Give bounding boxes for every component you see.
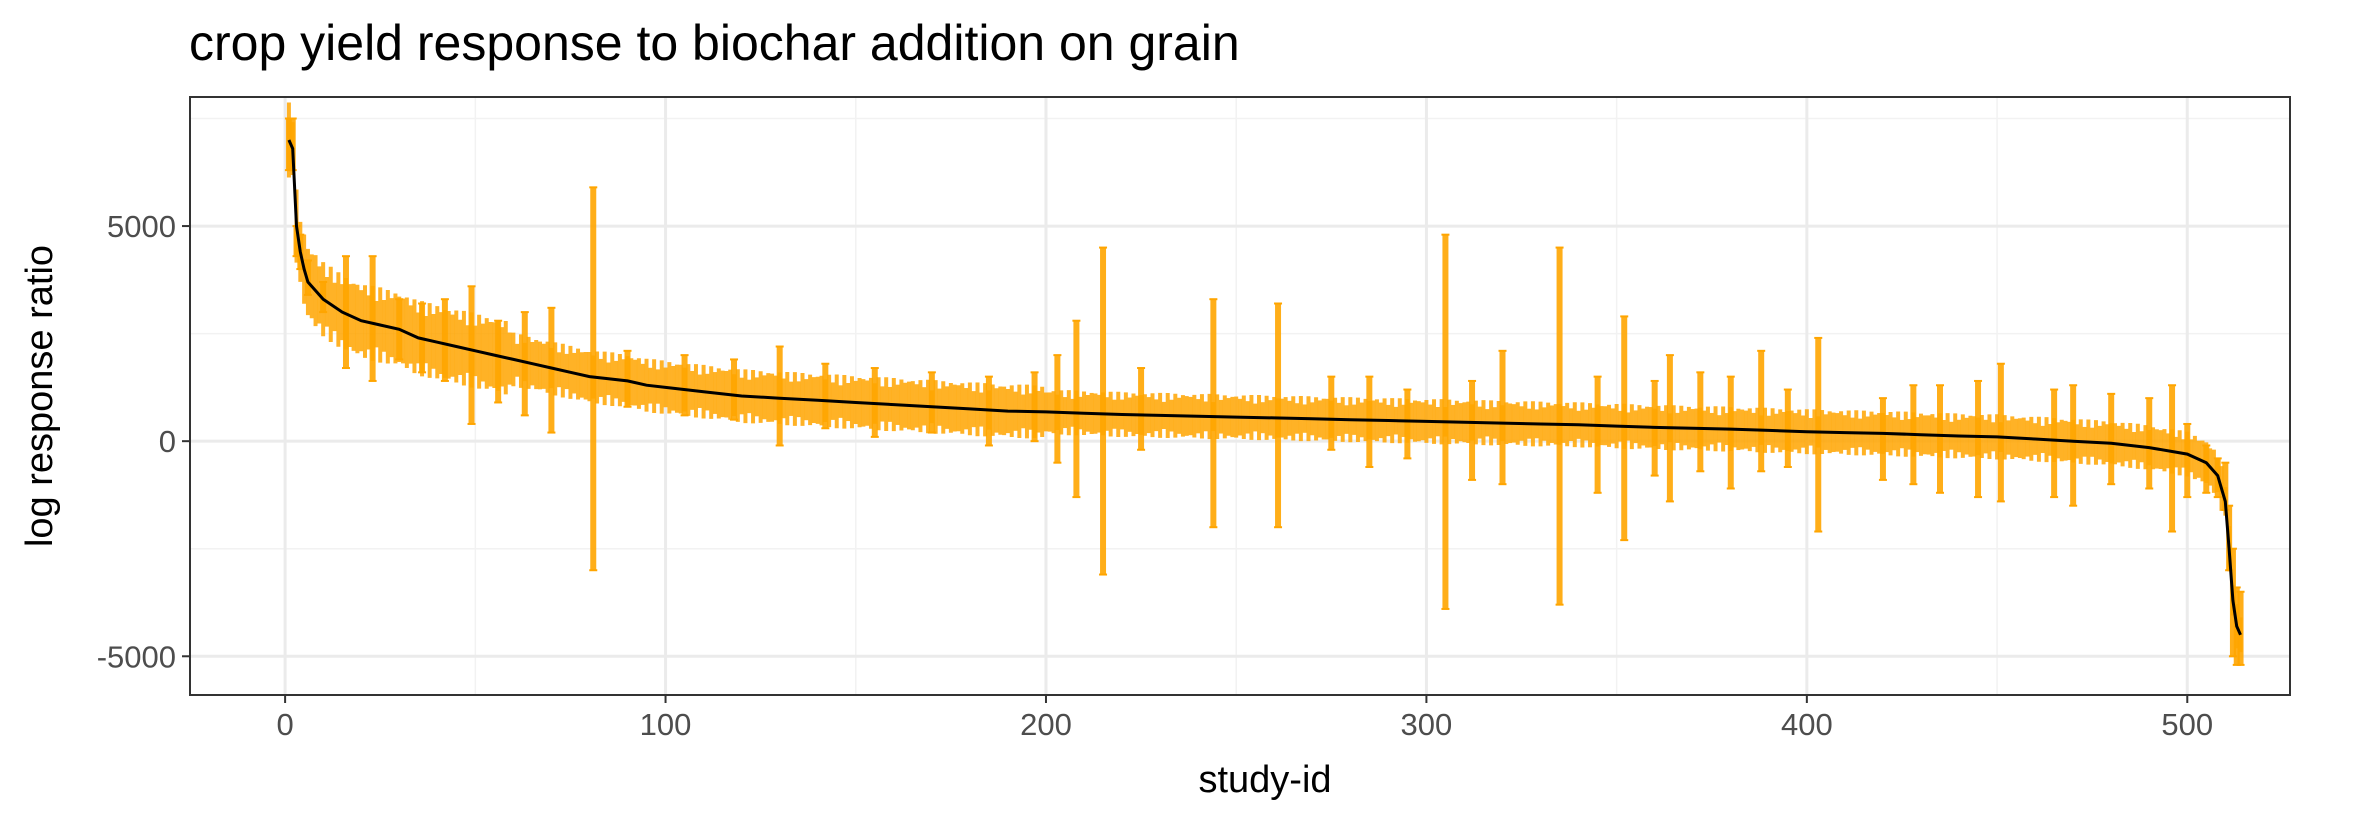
y-axis: -5000 0 5000 <box>97 209 190 674</box>
chart-title: crop yield response to biochar addition … <box>189 15 1240 71</box>
series-lines <box>287 139 2242 636</box>
x-tick-label: 0 <box>276 707 293 742</box>
x-axis: 0 100 200 300 400 500 <box>276 695 2213 742</box>
y-tick-label: 0 <box>159 424 176 459</box>
y-tick-label: -5000 <box>97 639 176 674</box>
x-tick-label: 300 <box>1401 707 1453 742</box>
x-axis-title: study-id <box>1198 759 1331 801</box>
plot-panel <box>190 97 2290 695</box>
x-tick-label: 500 <box>2161 707 2213 742</box>
x-tick-label: 400 <box>1781 707 1833 742</box>
errorbars <box>284 102 2245 666</box>
x-tick-label: 200 <box>1020 707 1072 742</box>
x-tick-label: 100 <box>640 707 692 742</box>
series-line <box>287 139 2242 636</box>
y-tick-label: 5000 <box>107 209 176 244</box>
y-axis-title: log response ratio <box>19 245 61 547</box>
plot-border <box>189 96 2291 696</box>
